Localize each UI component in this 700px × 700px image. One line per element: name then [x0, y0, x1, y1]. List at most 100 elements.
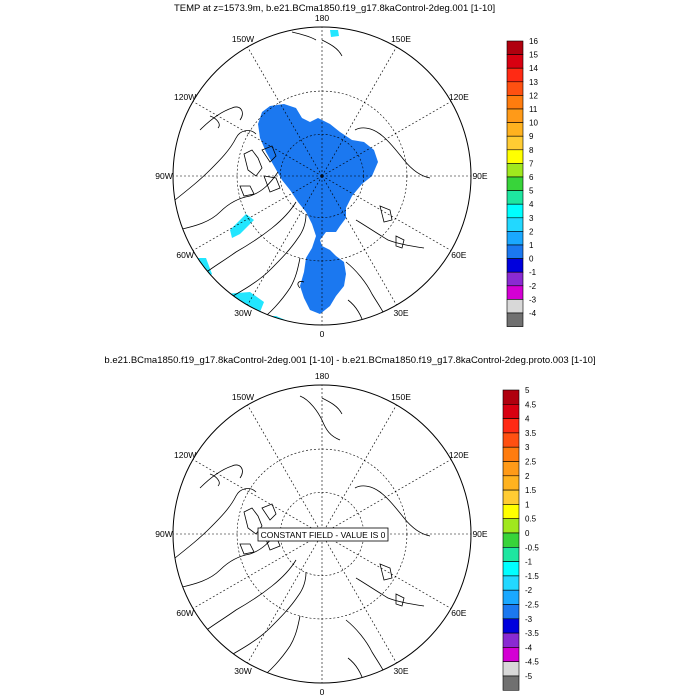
colorbar-tick-label: -1	[529, 268, 537, 277]
longitude-label: 60W	[176, 250, 193, 260]
colorbar-tick-label: 4	[525, 415, 530, 424]
longitude-label: 120E	[449, 92, 469, 102]
map-border-bottom	[172, 384, 472, 684]
colorbar-tick-label: -5	[525, 672, 533, 681]
meridian-line	[321, 533, 397, 664]
longitude-label: 0	[320, 329, 325, 339]
colorbar-swatch	[502, 446, 520, 462]
plot-title-top: TEMP at z=1573.9m, b.e21.BCma1850.f19_g1…	[174, 3, 496, 14]
meridian-line	[247, 175, 323, 306]
longitude-label: 90E	[472, 529, 487, 539]
colorbar-tick-label: 4.5	[525, 400, 537, 409]
colorbar-swatch	[506, 217, 524, 232]
colorbar-swatch	[502, 461, 520, 477]
constant-field-annotation: CONSTANT FIELD - VALUE IS 0	[261, 530, 386, 540]
longitude-label: 90W	[155, 529, 172, 539]
colorbar-tick-label: 12	[529, 91, 538, 100]
colorbar-tick-label: 7	[529, 159, 534, 168]
meridian-line	[192, 175, 323, 251]
colorbar-bottom: 5 4.5 4 3.5 3 2.5 2 1.5 1 0.5 0 -0.5 -1 -1.5 -2 -2.5 -3 -…	[502, 386, 539, 691]
colorbar-tick-label: -2	[529, 282, 537, 291]
meridian-line	[192, 533, 323, 609]
longitude-label: 150E	[391, 34, 411, 44]
colorbar-tick-label: 2	[525, 472, 530, 481]
colorbar-tick-label: 2	[529, 227, 534, 236]
colorbar-tick-label: 2.5	[525, 458, 537, 467]
longitude-label: 0	[320, 687, 325, 697]
colorbar-tick-label: 6	[529, 173, 534, 182]
colorbar-tick-label: 0	[529, 255, 534, 264]
longitude-label: 60W	[176, 608, 193, 618]
colorbar-tick-label: 1	[525, 500, 530, 509]
longitude-label: 30E	[393, 308, 408, 318]
longitude-label: 30E	[393, 666, 408, 676]
longitude-label: 60E	[451, 608, 466, 618]
colorbar-tick-label: -4	[525, 643, 533, 652]
plot-title-bottom: b.e21.BCma1850.f19_g17.8kaControl-2deg.0…	[104, 355, 596, 366]
colorbar-swatch	[506, 299, 524, 314]
colorbar-swatch	[506, 176, 524, 191]
colorbar-swatch	[502, 432, 520, 448]
colorbar-tick-label: 8	[529, 146, 534, 155]
warm-patch-cyan	[230, 214, 254, 238]
colorbar-swatch	[506, 135, 524, 151]
colorbar-swatch	[502, 632, 520, 648]
colorbar-tick-label: -1.5	[525, 572, 539, 581]
colorbar-tick-label: 5	[529, 187, 534, 196]
colorbar-swatch	[506, 108, 524, 123]
meridian-line	[247, 46, 323, 177]
colorbar-swatch	[506, 244, 524, 259]
colorbar-tick-label: 3	[525, 443, 530, 452]
longitude-label: 150W	[232, 34, 254, 44]
meridian-line	[321, 459, 452, 535]
colorbar-swatch	[502, 532, 520, 548]
colorbar-tick-label: -3	[529, 295, 537, 304]
colorbar-swatch	[502, 546, 520, 562]
longitude-labels-top: 180 150E 120E 90E 60E 30E 0 30W 60W 90W 120W 150W	[155, 13, 488, 339]
colorbar-tick-label: -0.5	[525, 543, 539, 552]
colorbar-swatch	[506, 67, 524, 83]
colorbar-swatch	[502, 661, 520, 677]
colorbar-swatch	[506, 81, 524, 96]
colorbar-tick-label: -3	[525, 615, 533, 624]
colorbar-swatch	[502, 561, 520, 577]
colorbar-swatch	[506, 312, 524, 327]
colorbar-swatch	[506, 203, 524, 219]
longitude-label: 120W	[174, 92, 196, 102]
longitude-label: 60E	[451, 250, 466, 260]
colorbar-tick-label: -2	[525, 586, 533, 595]
meridian-line	[247, 404, 323, 535]
colorbar-swatch	[502, 504, 520, 519]
colorbar-tick-label: 3.5	[525, 429, 537, 438]
meridian-line	[192, 101, 323, 177]
warm-patch-cyan	[256, 316, 290, 325]
longitude-labels-bottom: 180 150E 120E 90E 60E 30E 0 30W 60W 90W 120W 150W	[155, 371, 488, 697]
colorbar-tick-label: 11	[529, 105, 538, 114]
colorbar-tick-label: 1	[529, 241, 534, 250]
colorbar-swatch	[502, 518, 520, 534]
colorbar-swatch	[506, 285, 524, 300]
meridian-line	[247, 533, 323, 664]
colorbar-tick-label: 4	[529, 200, 534, 209]
colorbar-tick-label: 0.5	[525, 515, 537, 524]
longitude-label: 30W	[234, 308, 251, 318]
longitude-label: 180	[315, 371, 329, 381]
colorbar-tick-label: 0	[525, 529, 530, 538]
colorbar-swatch	[502, 575, 520, 591]
colorbar-tick-label: -3.5	[525, 629, 539, 638]
colorbar-swatch	[502, 618, 520, 634]
colorbar-tick-label: 15	[529, 51, 538, 60]
longitude-label: 180	[315, 13, 329, 23]
meridian-line	[321, 404, 397, 535]
warm-patch-cyan	[330, 30, 339, 37]
colorbar-swatch	[506, 163, 524, 178]
colorbar-swatch	[506, 271, 524, 287]
meridian-line	[321, 533, 452, 609]
polar-map-top: 180 150E 120E 90E 60E 30E 0 30W 60W 90W 120W 150W	[155, 13, 488, 339]
constant-field-box	[257, 527, 389, 542]
colorbar-tick-label: 3	[529, 214, 534, 223]
longitude-label: 120E	[449, 450, 469, 460]
longitude-label: 90W	[155, 171, 172, 181]
colorbar-swatch	[502, 589, 520, 605]
